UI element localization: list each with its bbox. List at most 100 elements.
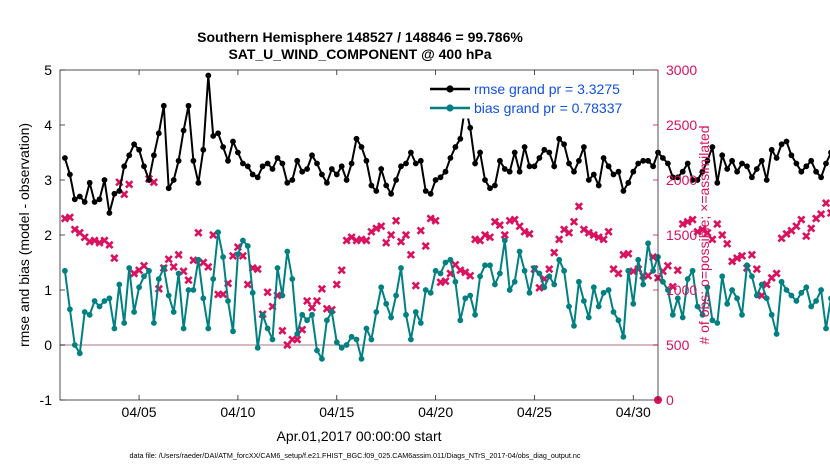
- rmse-point: [353, 135, 360, 142]
- bias-point: [76, 350, 83, 357]
- bias-point: [541, 284, 548, 291]
- rmse-point: [511, 149, 518, 156]
- legend-rmse-marker: [446, 85, 454, 93]
- obs-count-marker: [555, 235, 564, 244]
- bias-point: [793, 298, 800, 304]
- bias-point: [714, 320, 721, 326]
- obs-count-marker: [807, 224, 816, 233]
- rmse-point: [531, 163, 538, 170]
- obs-count-marker: [372, 224, 381, 233]
- obs-count-marker: [293, 335, 302, 344]
- rmse-point: [581, 144, 587, 150]
- rmse-point: [111, 190, 118, 197]
- rmse-point: [116, 188, 123, 194]
- bias-point: [704, 284, 711, 291]
- rmse-point: [773, 155, 780, 161]
- rmse-point: [734, 168, 740, 175]
- rmse-point: [709, 144, 716, 150]
- bias-point: [398, 265, 404, 271]
- rmse-point: [788, 152, 795, 159]
- chart-subtitle: SAT_U_WIND_COMPONENT @ 400 hPa: [228, 46, 491, 62]
- obs-count-marker: [456, 266, 465, 275]
- y-tick-label: 0: [44, 337, 52, 353]
- rmse-point: [561, 141, 567, 148]
- obs-count-marker: [564, 228, 574, 237]
- rmse-point: [610, 171, 617, 178]
- obs-count-marker: [411, 281, 420, 290]
- obs-count-marker: [110, 253, 119, 263]
- bias-point: [501, 237, 508, 244]
- rmse-point: [388, 190, 394, 197]
- obs-count-marker: [629, 267, 638, 276]
- rmse-point: [620, 188, 627, 194]
- rmse-point: [249, 171, 256, 178]
- rmse-point: [205, 72, 212, 79]
- y2-tick-label: 2500: [666, 117, 697, 133]
- bias-point: [284, 248, 291, 255]
- rmse-point: [91, 199, 98, 205]
- bias-point: [719, 273, 726, 280]
- bias-point: [665, 287, 671, 293]
- legend-bias-label: bias grand pr = 0.78337: [474, 100, 622, 116]
- rmse-point: [200, 146, 207, 153]
- rmse-point: [160, 102, 167, 109]
- rmse-point: [240, 160, 246, 167]
- bias-point: [215, 229, 222, 236]
- bias-point: [151, 320, 157, 326]
- obs-count-marker: [307, 303, 317, 312]
- rmse-point: [674, 174, 681, 181]
- obs-count-marker: [821, 198, 830, 208]
- bias-point: [744, 262, 750, 269]
- obs-count-marker: [574, 202, 584, 211]
- obs-count-marker: [624, 249, 633, 258]
- obs-count-marker: [525, 229, 534, 239]
- x-tick-label: 04/10: [220, 404, 255, 420]
- rmse-point: [348, 160, 355, 167]
- bias-point: [259, 311, 266, 318]
- y2-tick-label: 500: [666, 337, 690, 353]
- bias-point: [264, 325, 271, 332]
- rmse-point: [758, 157, 765, 164]
- bias-point: [778, 278, 785, 285]
- obs-count-marker: [599, 235, 608, 244]
- bias-point: [482, 262, 488, 269]
- obs-count-marker: [495, 220, 504, 230]
- bias-point: [684, 276, 691, 282]
- obs-count-marker: [678, 219, 687, 229]
- rmse-point: [704, 157, 711, 164]
- y2-tick-label: 0: [666, 392, 674, 408]
- rmse-point: [289, 177, 296, 183]
- obs-count-marker: [169, 262, 178, 272]
- rmse-point: [264, 160, 271, 167]
- bias-point: [590, 284, 597, 291]
- obs-count-marker: [164, 255, 173, 264]
- rmse-point: [378, 166, 385, 172]
- bias-point: [467, 292, 474, 299]
- bias-point: [773, 331, 780, 337]
- rmse-point: [823, 160, 829, 167]
- obs-count-marker: [120, 190, 129, 199]
- obs-count-marker: [673, 266, 682, 275]
- rmse-point: [220, 144, 227, 150]
- legend-box: [423, 79, 655, 119]
- obs-count-marker: [683, 217, 692, 226]
- y-axis-left: -1 0 1 2 3 4 5: [40, 62, 65, 408]
- bias-point: [155, 276, 162, 282]
- rmse-point: [768, 146, 775, 153]
- rmse-point: [432, 177, 439, 183]
- y-tick-label: 4: [44, 117, 52, 133]
- obs-count-marker: [723, 239, 732, 248]
- rmse-point: [541, 146, 548, 153]
- rmse-point: [170, 177, 177, 183]
- rmse-point: [442, 168, 449, 175]
- obs-count-marker: [312, 296, 322, 306]
- bias-point: [669, 311, 676, 318]
- rmse-point: [412, 160, 419, 167]
- y-tick-label: 5: [44, 62, 52, 78]
- bias-point: [630, 300, 637, 307]
- y2-tick-label: 1000: [666, 282, 697, 298]
- bias-point: [689, 267, 696, 274]
- bias-point: [126, 265, 133, 271]
- rmse-point: [665, 160, 671, 167]
